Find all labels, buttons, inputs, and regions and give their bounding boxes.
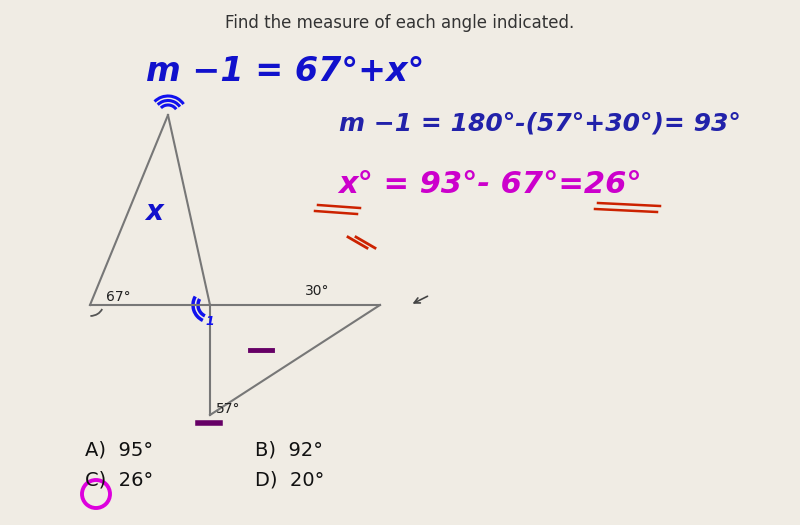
Text: D)  20°: D) 20°	[255, 471, 324, 490]
Text: 1: 1	[205, 315, 214, 328]
Text: x° = 93°- 67°=26°: x° = 93°- 67°=26°	[338, 170, 642, 199]
Text: C)  26°: C) 26°	[85, 471, 154, 490]
Text: 30°: 30°	[305, 284, 330, 298]
Text: x: x	[145, 198, 163, 226]
Text: 67°: 67°	[106, 290, 130, 304]
Text: B)  92°: B) 92°	[255, 440, 323, 459]
Text: A)  95°: A) 95°	[85, 440, 153, 459]
Text: m −1 = 67°+x°: m −1 = 67°+x°	[146, 55, 424, 88]
Text: 57°: 57°	[216, 402, 241, 416]
Text: Find the measure of each angle indicated.: Find the measure of each angle indicated…	[226, 14, 574, 32]
Text: m −1 = 180°-(57°+30°)= 93°: m −1 = 180°-(57°+30°)= 93°	[339, 112, 741, 136]
